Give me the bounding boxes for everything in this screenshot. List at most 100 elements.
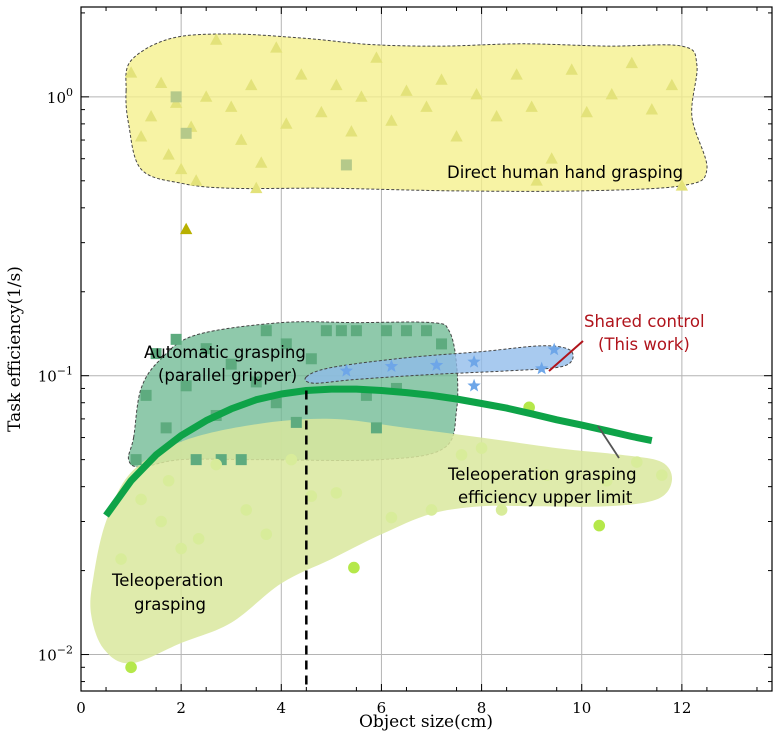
triangle-point bbox=[330, 78, 343, 91]
triangle-point bbox=[154, 76, 168, 88]
triangle-point bbox=[625, 56, 638, 69]
circle-point bbox=[475, 442, 488, 454]
square-point bbox=[130, 454, 142, 466]
label-automatic-line1: Automatic grasping bbox=[144, 343, 306, 362]
x-tick-label: 10 bbox=[572, 699, 591, 717]
label-upper-limit-line2: efficiency upper limit bbox=[458, 488, 633, 507]
triangle-point bbox=[345, 125, 358, 137]
square-point bbox=[380, 325, 392, 337]
circle-point bbox=[260, 528, 273, 541]
square-point bbox=[436, 338, 448, 350]
star-point bbox=[467, 355, 481, 368]
triangle-point bbox=[200, 90, 213, 102]
triangle-point bbox=[565, 63, 578, 75]
square-point bbox=[421, 325, 432, 337]
square-point bbox=[200, 343, 212, 355]
star-point bbox=[535, 361, 549, 375]
square-point bbox=[340, 159, 352, 171]
x-tick-label: 12 bbox=[672, 699, 691, 717]
square-point bbox=[180, 380, 192, 392]
y-tick-base: 10 bbox=[38, 368, 57, 386]
square-point bbox=[225, 358, 237, 370]
circle-point bbox=[540, 469, 553, 481]
triangle-point bbox=[162, 148, 175, 160]
triangle-point bbox=[470, 87, 483, 100]
shared-pointer-line bbox=[548, 340, 584, 372]
annotation-pointers bbox=[548, 340, 620, 459]
label-shared-line1: Shared control bbox=[584, 312, 705, 331]
y-tick-exponent: 0 bbox=[66, 86, 73, 99]
triangle-point bbox=[370, 51, 383, 63]
triangle-point bbox=[295, 68, 308, 80]
triangle-point bbox=[250, 181, 263, 194]
triangle-point bbox=[134, 130, 148, 142]
triangle-point bbox=[280, 117, 293, 129]
square-point bbox=[320, 325, 332, 337]
square-point bbox=[180, 127, 192, 139]
y-tick-label: 10−2 bbox=[38, 644, 73, 665]
square-point bbox=[170, 333, 182, 345]
star-point bbox=[547, 342, 561, 356]
circle-point bbox=[455, 449, 468, 461]
triangle-point bbox=[675, 179, 689, 191]
triangle-point bbox=[235, 133, 248, 145]
square-point bbox=[280, 338, 292, 350]
triangle-point bbox=[580, 105, 593, 118]
circle-point bbox=[155, 515, 167, 528]
y-tick-exponent: −1 bbox=[57, 365, 73, 378]
circle-point bbox=[192, 533, 205, 545]
y-tick-label: 100 bbox=[47, 86, 73, 107]
circle-point bbox=[425, 504, 438, 516]
triangle-point bbox=[525, 100, 538, 112]
circle-point bbox=[240, 504, 253, 516]
circle-point bbox=[115, 553, 127, 565]
circle-point bbox=[125, 661, 137, 674]
label-human-hand: Direct human hand grasping bbox=[447, 163, 683, 182]
region-human-hand bbox=[125, 33, 708, 192]
triangle-point bbox=[144, 110, 158, 122]
circle-point bbox=[593, 519, 606, 532]
upper-limit-pointer-line bbox=[597, 425, 620, 459]
star-point bbox=[339, 363, 353, 377]
circle-point bbox=[210, 458, 222, 471]
square-point bbox=[140, 389, 152, 401]
y-axis-title: Task efficiency(1/s) bbox=[5, 266, 25, 432]
circle-point bbox=[495, 504, 508, 516]
x-tick-label: 8 bbox=[477, 699, 487, 717]
triangle-point bbox=[245, 78, 258, 91]
triangle-point bbox=[530, 174, 543, 186]
triangle-point bbox=[490, 110, 503, 122]
star-point bbox=[467, 378, 481, 392]
label-shared-line2: (This work) bbox=[598, 335, 690, 354]
triangle-point bbox=[450, 130, 463, 142]
square-point bbox=[190, 454, 202, 466]
triangle-point bbox=[420, 100, 433, 112]
square-point bbox=[235, 454, 247, 466]
square-point bbox=[260, 325, 272, 337]
circle-point bbox=[385, 511, 398, 524]
circle-point bbox=[330, 487, 343, 499]
axis-ticks bbox=[80, 7, 772, 691]
circle-point bbox=[631, 456, 643, 468]
circle-point bbox=[656, 469, 668, 481]
triangle-point bbox=[385, 114, 398, 126]
triangle-point bbox=[645, 103, 659, 115]
square-point bbox=[350, 325, 362, 337]
triangle-point bbox=[435, 73, 448, 85]
label-automatic-line2: (parallel gripper) bbox=[158, 366, 297, 385]
y-tick-label: 10−1 bbox=[38, 365, 73, 386]
y-tick-exponent: −2 bbox=[57, 644, 73, 657]
triangle-point bbox=[315, 105, 328, 118]
triangle-point bbox=[225, 100, 238, 112]
triangle-point bbox=[174, 162, 188, 175]
triangle-point bbox=[179, 222, 193, 235]
square-point bbox=[335, 325, 347, 337]
circle-point bbox=[175, 542, 187, 555]
plot-frame bbox=[80, 6, 773, 692]
x-tick-label: 6 bbox=[377, 699, 387, 717]
x-axis-title: Object size(cm) bbox=[359, 712, 493, 732]
square-point bbox=[400, 325, 412, 337]
square-point bbox=[290, 416, 302, 428]
circle-point bbox=[285, 453, 298, 466]
